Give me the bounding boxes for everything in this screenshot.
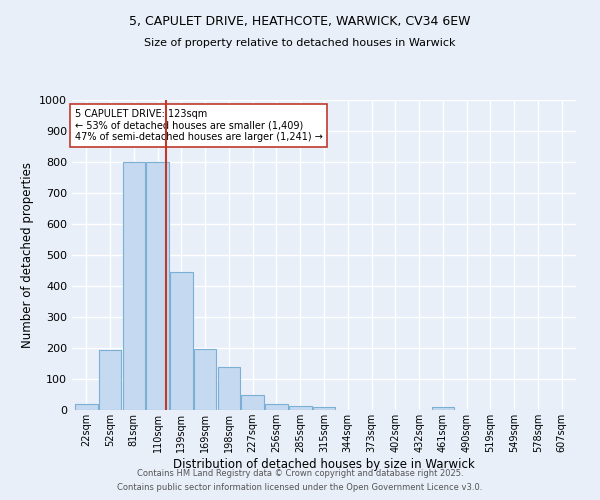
Bar: [313, 407, 335, 410]
Bar: [75, 404, 98, 410]
Bar: [99, 350, 121, 410]
Bar: [194, 349, 217, 410]
Bar: [431, 406, 454, 410]
Bar: [241, 394, 264, 410]
Text: 5, CAPULET DRIVE, HEATHCOTE, WARWICK, CV34 6EW: 5, CAPULET DRIVE, HEATHCOTE, WARWICK, CV…: [129, 15, 471, 28]
Bar: [218, 366, 240, 410]
Bar: [170, 272, 193, 410]
Text: Size of property relative to detached houses in Warwick: Size of property relative to detached ho…: [144, 38, 456, 48]
Bar: [146, 162, 169, 410]
Text: Contains public sector information licensed under the Open Government Licence v3: Contains public sector information licen…: [118, 484, 482, 492]
Bar: [289, 406, 311, 410]
Text: 5 CAPULET DRIVE: 123sqm
← 53% of detached houses are smaller (1,409)
47% of semi: 5 CAPULET DRIVE: 123sqm ← 53% of detache…: [74, 110, 322, 142]
Bar: [122, 162, 145, 410]
X-axis label: Distribution of detached houses by size in Warwick: Distribution of detached houses by size …: [173, 458, 475, 471]
Text: Contains HM Land Registry data © Crown copyright and database right 2025.: Contains HM Land Registry data © Crown c…: [137, 468, 463, 477]
Y-axis label: Number of detached properties: Number of detached properties: [20, 162, 34, 348]
Bar: [265, 404, 288, 410]
